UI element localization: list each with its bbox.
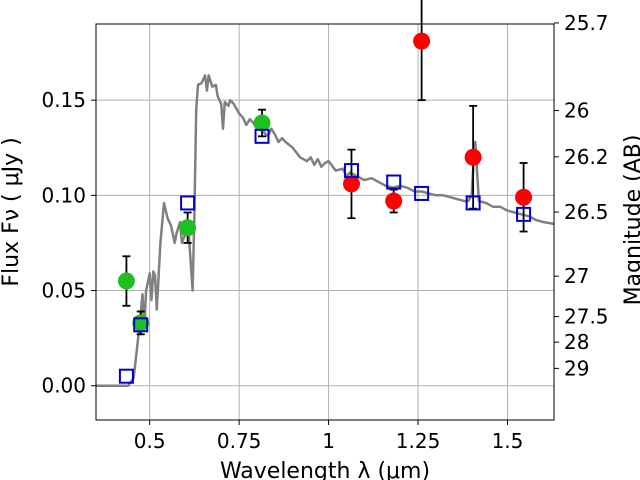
x-axis-ticks: 0.5 0.75 1 1.25 1.5 [134,420,524,453]
y2-axis-label: Magnitude (AB) [621,135,640,306]
blue-square-point [180,195,196,211]
model-spectrum-line [96,74,555,387]
y-axis-label: Flux Fν ( μJy ) [0,137,24,286]
blue-square-point [254,128,270,144]
model-spectrum [96,74,555,387]
blue-square-point [465,195,481,211]
red-circle-point [342,175,360,193]
blue-square-point [414,185,430,201]
y-tick-label: 0.00 [41,374,86,398]
data-points [117,0,533,384]
y2-tick-label: 26.2 [564,145,609,169]
blue-square-point [516,206,532,222]
y-axis-ticks: 0.00 0.05 0.10 0.15 [41,88,96,398]
x-tick-label: 0.75 [217,429,262,453]
blue-square-point [133,317,149,333]
y2-tick-label: 26.5 [564,200,609,224]
plot-frame [95,23,555,421]
x-tick-label: 0.5 [134,429,166,453]
red-circle-point [413,32,431,50]
x-tick-label: 1.25 [396,429,441,453]
y2-tick-label: 29 [564,356,589,380]
y2-tick-label: 27 [564,264,589,288]
x-tick-label: 1 [322,429,335,453]
red-circle-point [385,192,403,210]
x-axis-label: Wavelength λ (μm) [220,459,430,480]
blue-square-point [343,163,359,179]
red-circle-point [464,148,482,166]
y-tick-label: 0.10 [41,183,86,207]
y-tick-label: 0.05 [41,279,86,303]
blue-square-point [386,174,402,190]
y2-tick-label: 27.5 [564,305,609,329]
x-tick-label: 1.5 [492,429,524,453]
y-tick-label: 0.15 [41,88,86,112]
green-circle-point [117,272,135,290]
y2-tick-label: 26 [564,99,589,123]
y2-tick-label: 25.7 [564,11,609,35]
blue-square-point [118,368,134,384]
y2-tick-label: 28 [564,330,589,354]
green-circle-point [179,219,197,237]
green-circle-point [253,114,271,132]
red-circle-point [515,188,533,206]
grid-lines [96,24,554,420]
